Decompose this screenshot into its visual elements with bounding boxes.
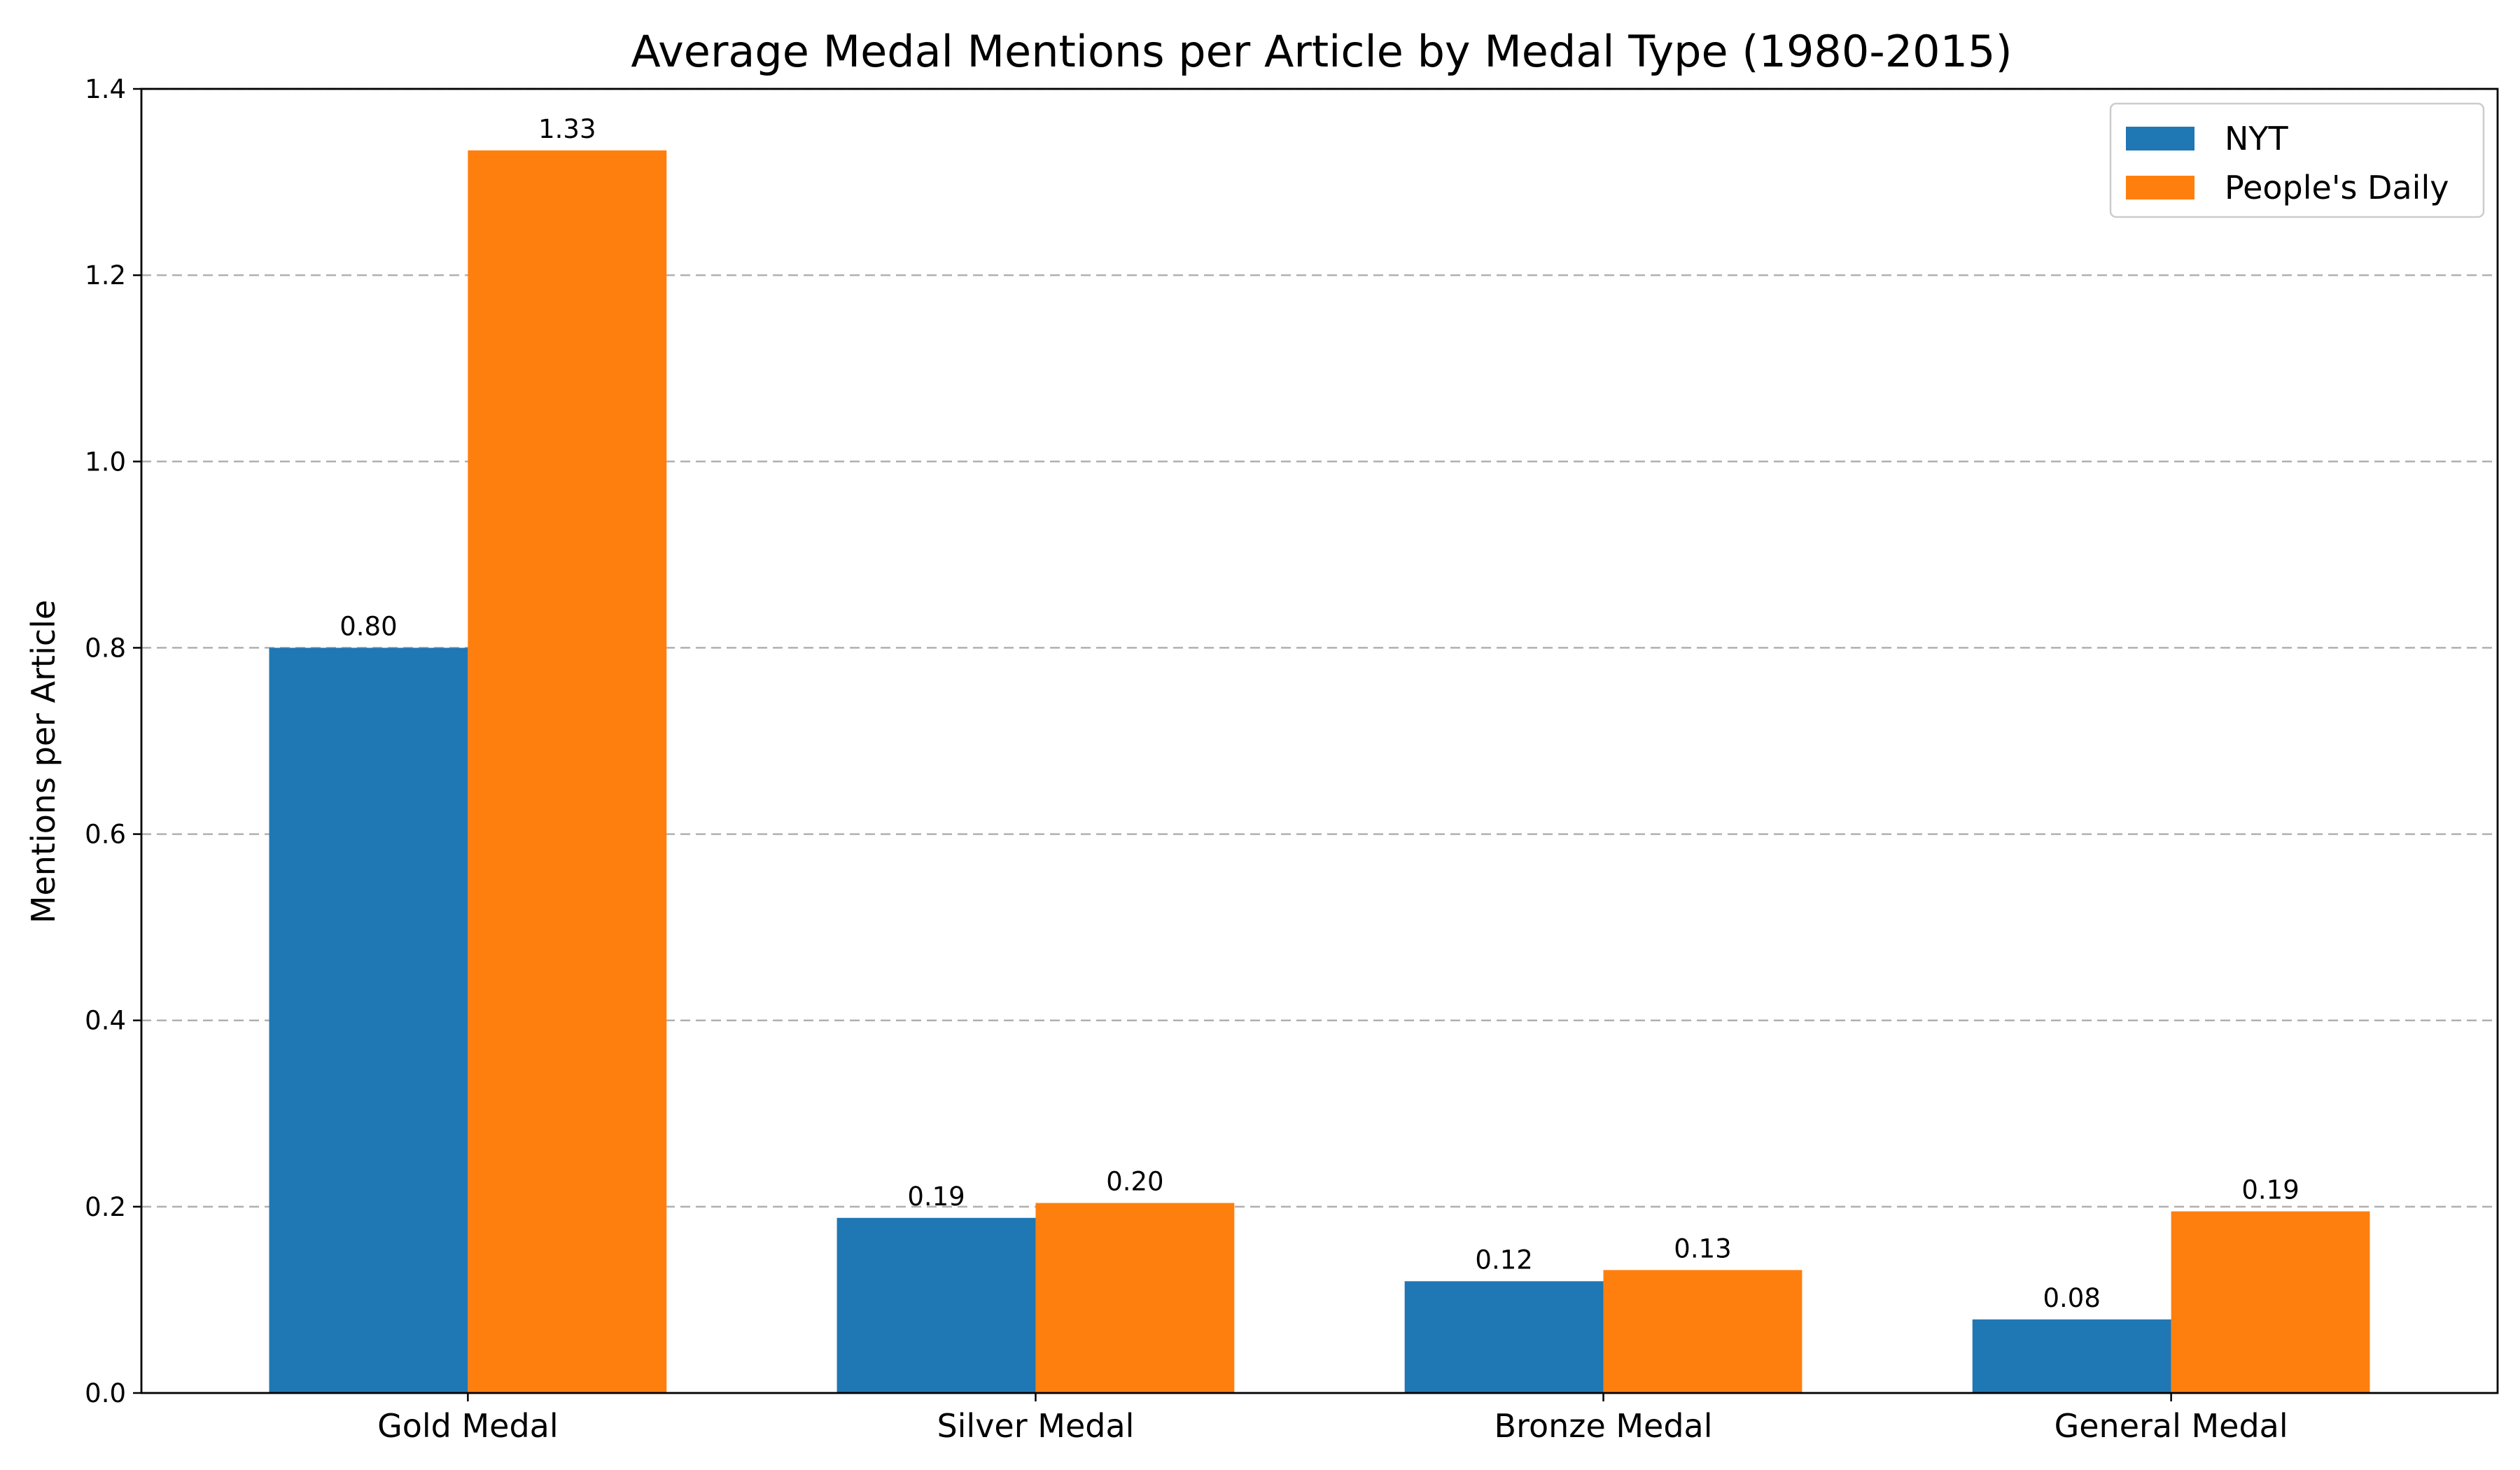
bar (836, 1217, 1036, 1393)
bar-value-label: 0.13 (1674, 1233, 1731, 1264)
y-tick-label: 1.0 (85, 447, 126, 477)
x-tick-label: Bronze Medal (1494, 1407, 1713, 1445)
y-tick-label: 0.4 (85, 1006, 126, 1036)
bar (1035, 1203, 1235, 1393)
legend-swatch (2126, 176, 2194, 200)
chart-title: Average Medal Mentions per Article by Me… (631, 26, 2012, 77)
x-tick-label: General Medal (2054, 1407, 2288, 1445)
x-tick-label: Silver Medal (937, 1407, 1134, 1445)
bar (468, 150, 667, 1393)
plot-frame (140, 88, 2499, 1394)
x-tick-label: Gold Medal (377, 1407, 559, 1445)
y-tick-label: 1.2 (85, 260, 126, 290)
axes: 0.0 0.2 0.4 0.6 0.8 1.0 1.2 1.4 Gold Medal Silver… (85, 74, 2499, 1445)
legend-box (2109, 102, 2485, 218)
bar-value-label: 0.19 (2241, 1175, 2299, 1205)
y-axis-label: Mentions per Article (24, 600, 62, 923)
y-tick-label: 1.4 (85, 74, 126, 104)
y-tick-label: 0.0 (85, 1378, 126, 1408)
bar (1603, 1270, 1802, 1393)
legend-label: NYT (2225, 120, 2289, 158)
bar-value-label: 0.12 (1475, 1245, 1532, 1275)
bar (1404, 1281, 1604, 1393)
y-tick-label: 0.8 (85, 633, 126, 663)
legend-swatch (2126, 127, 2194, 150)
bar-value-label: 1.33 (538, 114, 596, 144)
bar-value-label: 0.20 (1106, 1167, 1163, 1197)
data-labels: 0.80 0.19 0.12 0.08 1.33 0.20 0.13 0.19 (340, 114, 2300, 1313)
bar (1972, 1319, 2171, 1393)
bar (2171, 1211, 2370, 1393)
legend: NYT People's Daily (2109, 102, 2485, 218)
bar (269, 648, 468, 1393)
bars (269, 150, 2370, 1393)
bar-value-label: 0.08 (2043, 1283, 2100, 1313)
bar-value-label: 0.19 (907, 1182, 965, 1212)
bar-value-label: 0.80 (340, 611, 397, 641)
y-tick-label: 0.2 (85, 1192, 126, 1222)
y-tick-label: 0.6 (85, 820, 126, 850)
legend-label: People's Daily (2225, 169, 2449, 206)
